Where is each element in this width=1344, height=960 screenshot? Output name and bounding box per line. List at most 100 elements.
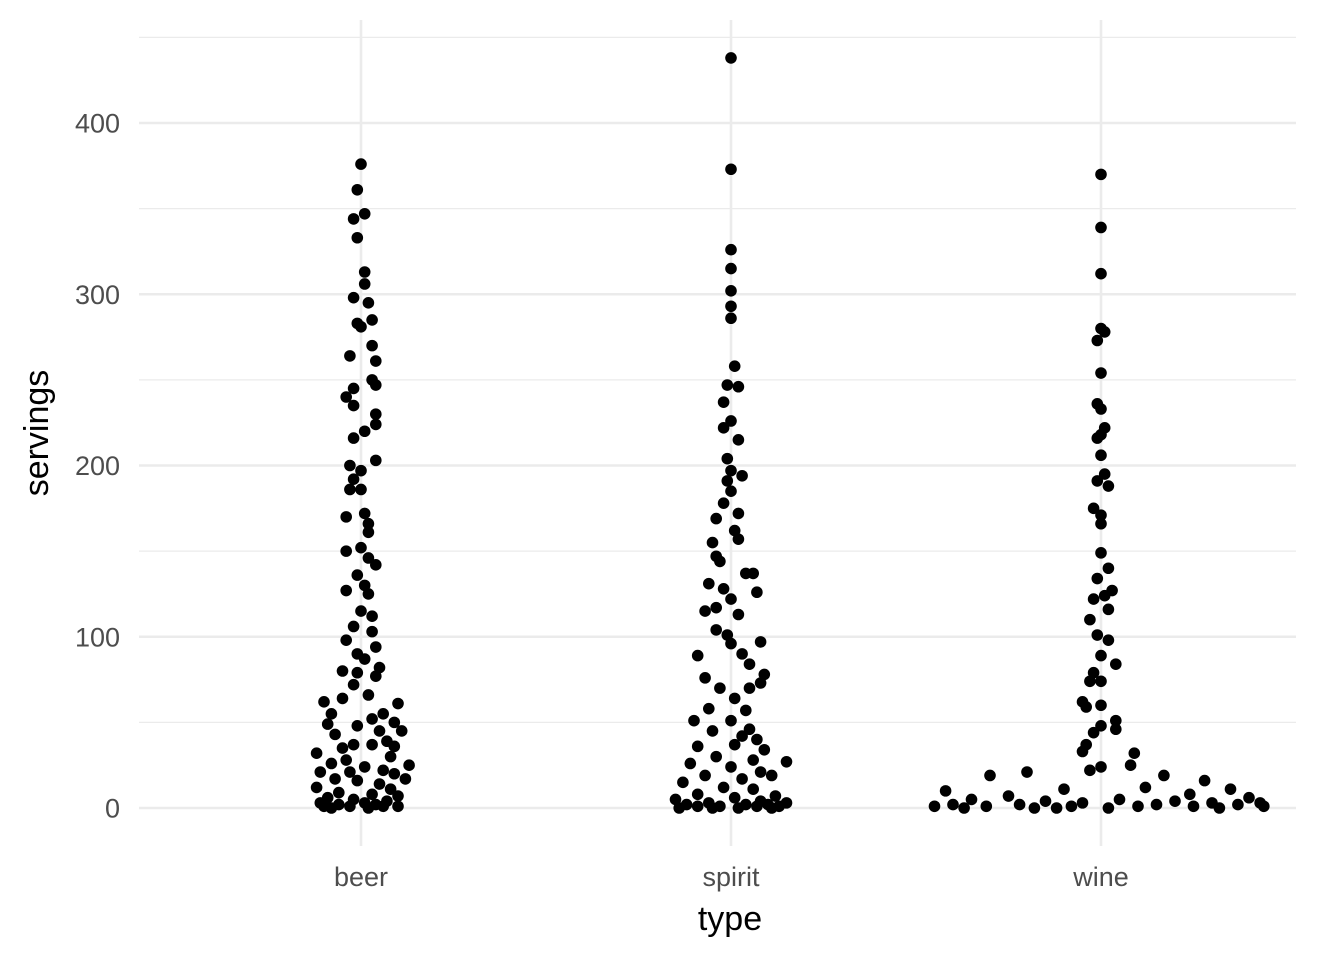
point-spirit [721,475,734,487]
point-spirit [691,649,704,662]
point-wine [1084,675,1096,688]
y-axis-ticks: 0 100 200 300 400 [75,109,120,824]
point-wine [1095,367,1107,379]
point-spirit [717,781,730,794]
point-spirit [725,593,737,605]
point-spirit [710,624,722,636]
point-wine [1087,502,1100,515]
point-wine [1091,572,1104,585]
point-spirit [717,422,730,434]
point-beer [344,459,356,472]
point-beer [329,773,341,785]
point-spirit [703,577,715,590]
point-wine [1095,547,1107,559]
point-beer [347,473,360,486]
point-spirit [754,766,767,778]
point-wine [1187,800,1200,813]
point-spirit [751,800,763,813]
point-beer [355,605,367,617]
point-beer [370,379,382,391]
point-spirit [758,743,771,756]
point-wine [965,793,978,806]
point-beer [366,610,378,622]
point-beer [392,800,404,813]
point-spirit [717,396,730,408]
point-wine [1095,509,1107,521]
x-axis-title: type [698,900,762,938]
point-wine [1132,800,1144,813]
point-beer [314,766,327,778]
point-beer [362,297,375,309]
point-wine [1084,764,1096,777]
point-beer [362,588,375,600]
point-spirit [732,380,745,393]
point-spirit [754,677,767,689]
point-beer [340,754,353,766]
point-beer [384,750,397,763]
point-beer [321,718,334,730]
point-wine [1102,802,1115,814]
point-wine [1095,267,1107,280]
point-spirit [699,672,711,684]
point-wine [1095,649,1107,662]
y-tick-label: 0 [105,794,120,824]
point-beer [347,399,360,412]
point-beer [355,483,367,496]
point-beer [366,339,378,352]
point-beer [388,740,401,753]
point-beer [384,783,397,795]
point-beer [366,625,378,638]
point-beer [336,665,349,677]
point-beer [340,634,353,646]
point-wine [1095,699,1107,712]
x-axis-ticks: beer spirit wine [334,862,1129,892]
point-wine [1098,326,1111,338]
point-wine [1243,791,1255,804]
point-beer [340,391,353,403]
point-wine [1076,745,1089,758]
point-beer [399,773,412,785]
point-beer [344,483,356,496]
point-spirit [728,360,741,372]
point-wine [1091,629,1104,641]
point-spirit [703,702,715,715]
point-wine [1095,449,1107,462]
x-tick-label: beer [334,862,388,892]
y-tick-label: 300 [75,280,120,310]
point-spirit [736,648,748,660]
point-spirit [699,769,711,782]
point-wine [1095,720,1107,732]
point-spirit [721,452,734,465]
point-wine [1080,701,1092,713]
point-spirit [706,802,719,814]
point-beer [325,708,338,720]
point-wine [1113,793,1126,806]
point-spirit [765,769,778,782]
point-spirit [725,714,737,727]
point-spirit [717,583,730,595]
point-spirit [677,776,689,789]
point-wine [1013,798,1026,811]
point-spirit [740,704,752,717]
point-wine [1128,747,1141,759]
point-beer [344,350,356,362]
point-beer [362,517,375,530]
point-spirit [728,738,741,751]
point-beer [336,692,349,705]
point-beer [333,786,345,799]
point-beer [358,653,371,665]
point-wine [1095,168,1107,181]
point-beer [344,800,356,813]
point-spirit [754,636,767,648]
point-spirit [725,761,737,773]
point-wine [1213,802,1226,814]
point-wine [1198,774,1211,787]
point-wine [1150,798,1163,811]
point-spirit [691,788,704,801]
point-beer [351,231,364,244]
point-spirit [691,800,704,813]
point-beer [373,725,386,737]
point-spirit [728,791,741,804]
point-wine [1050,802,1063,814]
